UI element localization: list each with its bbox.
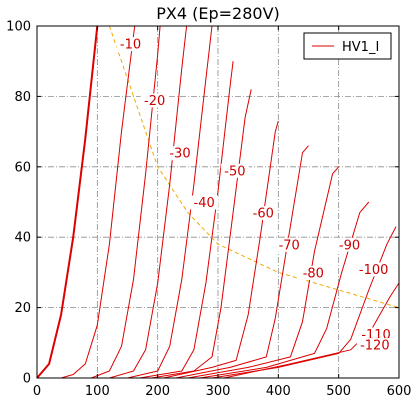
x-tick-label: 0 <box>33 384 41 399</box>
curve-label: -90 <box>339 238 360 253</box>
curve-label-bg <box>358 327 395 342</box>
curve-label: -30 <box>169 147 190 162</box>
curve-label: -50 <box>224 164 245 179</box>
chart-title: PX4 (Ep=280V) <box>156 4 280 23</box>
x-tick-label: 500 <box>326 384 351 399</box>
curve-grid-minus-30 <box>109 26 188 378</box>
y-tick-label: 20 <box>14 301 31 316</box>
x-tick-label: 600 <box>387 384 412 399</box>
curve-label-bg <box>299 265 328 280</box>
y-tick-label: 0 <box>23 372 31 387</box>
curve-label-bg <box>356 338 393 353</box>
curve-grid-minus-40 <box>127 26 213 378</box>
curve-label: -40 <box>194 196 215 211</box>
curve-label-bg <box>165 146 194 161</box>
axis-ticks: 0 100 200 300 400 500 600 0 20 40 60 80 100 <box>6 20 411 400</box>
curve-label: -10 <box>120 38 141 53</box>
x-tick-label: 300 <box>206 384 231 399</box>
curve-grid-minus-60 <box>151 89 252 378</box>
curve-label-bg <box>140 93 169 108</box>
curve-label-bg <box>116 37 145 52</box>
curve-label-bg <box>190 195 219 210</box>
curve-grid-minus-100 <box>199 201 370 378</box>
curve-label: -100 <box>359 263 389 278</box>
curve-grid-minus-110 <box>211 226 397 378</box>
curve-label-bg <box>355 262 392 277</box>
x-tick-label: 400 <box>266 384 291 399</box>
legend-label: HV1_I <box>342 40 379 55</box>
y-tick-label: 40 <box>14 231 31 246</box>
curve-label-bg <box>275 237 304 252</box>
load-line-layer <box>108 26 399 309</box>
y-tick-label: 60 <box>14 160 31 175</box>
curve-grid-minus-10 <box>60 26 136 378</box>
curve-label-bg <box>335 237 364 252</box>
load-line <box>108 26 399 309</box>
curve-grid-minus-20 <box>91 26 161 378</box>
curve-grid-minus-50 <box>139 61 234 378</box>
curve-grid-minus-70 <box>163 120 279 378</box>
curves-layer <box>37 26 399 378</box>
curve-label: -120 <box>360 339 390 354</box>
curve-label-bg <box>220 163 249 178</box>
x-tick-label: 200 <box>145 384 170 399</box>
curve-label: -20 <box>144 94 165 109</box>
curve-label-bg <box>249 206 278 221</box>
curve-grid-0 <box>37 26 99 378</box>
curve-label: -60 <box>253 207 274 222</box>
y-tick-label: 100 <box>6 20 31 35</box>
curve-grid-minus-90 <box>187 166 340 378</box>
curve-label: -80 <box>303 266 324 281</box>
curve-grid-minus-80 <box>175 145 309 378</box>
curve-labels-layer: -10-20-30-40-50-60-70-80-90-100-110-120 <box>116 37 395 354</box>
x-tick-label: 100 <box>85 384 110 399</box>
legend: HV1_I <box>303 32 392 60</box>
y-tick-label: 80 <box>14 90 31 105</box>
curve-label: -70 <box>279 238 300 253</box>
